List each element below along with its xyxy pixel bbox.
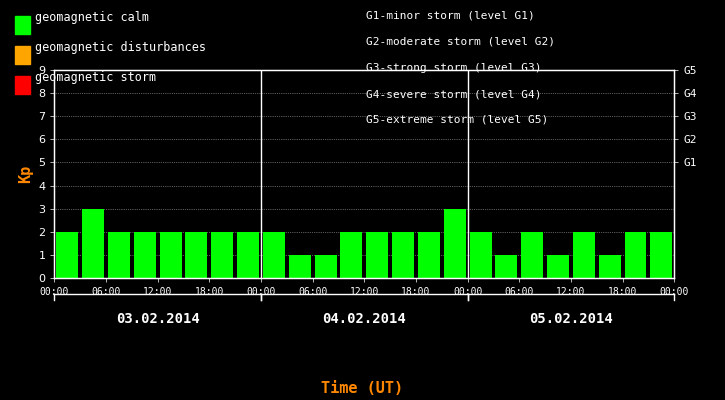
Text: geomagnetic storm: geomagnetic storm [35, 72, 156, 84]
Bar [392, 232, 414, 278]
Bar [573, 232, 594, 278]
Text: 03.02.2014: 03.02.2014 [116, 312, 199, 326]
Text: G3-strong storm (level G3): G3-strong storm (level G3) [366, 63, 542, 73]
Text: 04.02.2014: 04.02.2014 [323, 312, 406, 326]
Bar [186, 232, 207, 278]
Bar [160, 232, 181, 278]
Bar [341, 232, 362, 278]
Bar [108, 232, 130, 278]
Bar [495, 255, 518, 278]
Bar [444, 209, 465, 278]
Bar [263, 232, 285, 278]
Text: G4-severe storm (level G4): G4-severe storm (level G4) [366, 89, 542, 99]
Bar [624, 232, 647, 278]
Y-axis label: Kp: Kp [17, 165, 33, 183]
Bar [599, 255, 621, 278]
Bar [521, 232, 543, 278]
Bar [547, 255, 569, 278]
Text: G1-minor storm (level G1): G1-minor storm (level G1) [366, 11, 535, 21]
Bar [650, 232, 672, 278]
Bar [289, 255, 311, 278]
Text: G5-extreme storm (level G5): G5-extreme storm (level G5) [366, 115, 548, 125]
Text: Time (UT): Time (UT) [321, 381, 404, 396]
Text: geomagnetic calm: geomagnetic calm [35, 12, 149, 24]
Bar [470, 232, 492, 278]
Bar [82, 209, 104, 278]
Bar [134, 232, 156, 278]
Bar [418, 232, 440, 278]
Bar [237, 232, 259, 278]
Text: G2-moderate storm (level G2): G2-moderate storm (level G2) [366, 37, 555, 47]
Bar [366, 232, 388, 278]
Bar [315, 255, 336, 278]
Text: geomagnetic disturbances: geomagnetic disturbances [35, 42, 206, 54]
Text: 05.02.2014: 05.02.2014 [529, 312, 613, 326]
Bar [211, 232, 233, 278]
Bar [57, 232, 78, 278]
